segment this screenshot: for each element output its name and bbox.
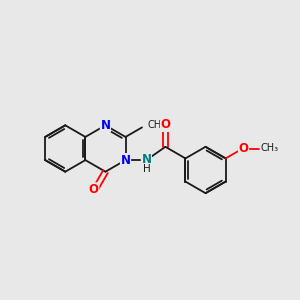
Text: O: O [89, 183, 99, 196]
Text: O: O [160, 118, 170, 131]
Text: CH₃: CH₃ [260, 143, 278, 153]
Text: N: N [100, 119, 110, 132]
Text: N: N [121, 154, 130, 166]
Text: CH₃: CH₃ [147, 120, 166, 130]
Text: O: O [238, 142, 249, 154]
Text: N: N [141, 153, 152, 166]
Text: H: H [143, 164, 151, 174]
